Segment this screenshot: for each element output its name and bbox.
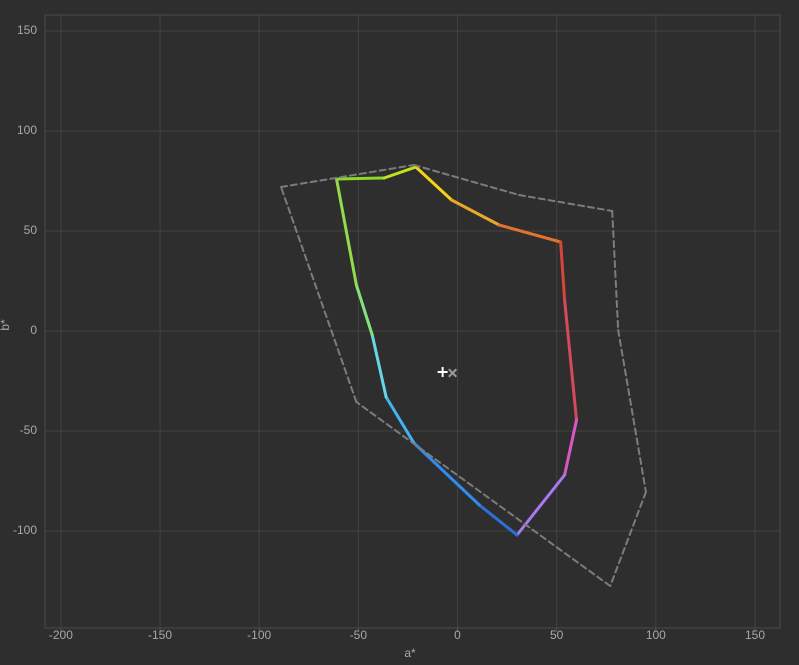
gamut-edge [477, 503, 519, 537]
gamut-edge [414, 165, 454, 202]
x-tick-label: -100 [247, 628, 271, 642]
gamut-edge [559, 240, 567, 302]
x-tick-label: 100 [646, 628, 666, 642]
plot-area [44, 14, 781, 629]
x-tick-label: -50 [350, 628, 368, 642]
gamut-edge [370, 333, 388, 399]
x-tick-label: 50 [550, 628, 564, 642]
gamut-edge [412, 164, 521, 196]
gamut-edge [280, 186, 358, 403]
gamut-edge [518, 194, 614, 212]
y-tick-label: 150 [17, 23, 37, 37]
y-tick-label: -100 [13, 523, 37, 537]
x-tick-label: -200 [49, 628, 73, 642]
gamut-edge [354, 283, 374, 337]
gamut-edge [450, 198, 501, 227]
x-tick-label: 0 [454, 628, 461, 642]
gamut-edge [335, 176, 386, 181]
y-tick-label: 50 [24, 223, 38, 237]
gamut-edge [382, 165, 418, 180]
x-axis-label: a* [404, 646, 416, 660]
white-point-plus [437, 367, 448, 377]
gamut-edge [611, 210, 620, 331]
gamut-edge [617, 329, 647, 493]
gamut-edge [563, 418, 579, 477]
y-tick-label: 0 [30, 323, 37, 337]
y-tick-label: -50 [20, 423, 38, 437]
y-axis-label: b* [0, 319, 12, 331]
x-tick-label: -150 [148, 628, 172, 642]
white-point-cross [448, 368, 458, 378]
gamut-edge [563, 298, 579, 422]
gamut-edge [384, 395, 416, 445]
gamut-edge [355, 401, 612, 587]
gamut-edge [609, 491, 647, 587]
gamut-edge [280, 164, 415, 188]
gamut-edge [497, 223, 563, 244]
y-tick-label: 100 [17, 123, 37, 137]
gamut-edge [335, 177, 358, 287]
x-tick-label: 150 [745, 628, 765, 642]
gamut-edge [412, 441, 481, 507]
